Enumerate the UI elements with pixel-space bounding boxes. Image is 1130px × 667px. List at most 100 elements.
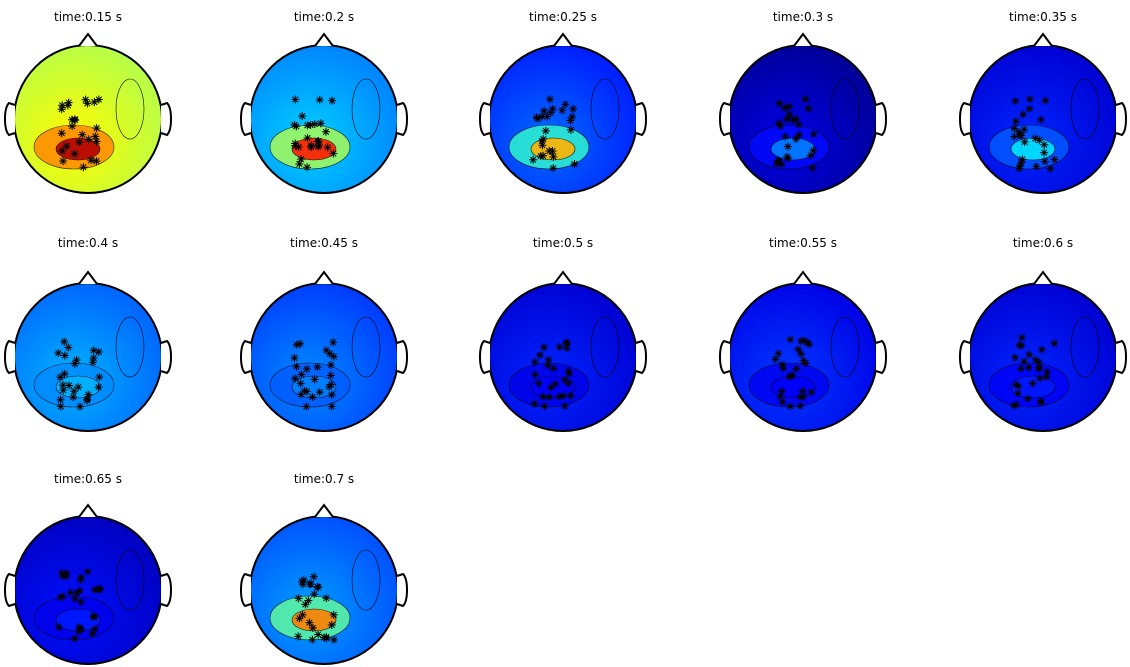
left-ear [239,339,252,375]
electrode-marker [529,155,538,164]
electrode-marker [314,630,323,639]
electrode-marker [304,596,313,605]
topoplot-panel: time:0.2 s [239,10,409,194]
electrode-marker [1016,364,1025,373]
electrode-marker [538,141,547,150]
electrode-markers [54,337,104,411]
electrode-marker [1050,155,1059,164]
topoplot-panel: time:0.5 s [478,236,648,432]
electrode-marker [326,361,335,370]
electrode-marker [74,627,83,636]
topoplot-panel: time:0.7 s [239,472,409,665]
nose [793,32,813,47]
scalp-map-fill [729,45,877,193]
activity-peak [291,137,337,161]
electrode-marker [1036,398,1045,407]
left-ear [958,101,971,137]
electrode-marker [797,336,806,345]
electrode-marker [1020,357,1029,366]
left-ear [3,339,16,375]
electrode-marker [303,163,312,172]
electrode-marker [784,154,793,163]
electrode-marker [786,402,795,411]
electrode-marker [295,614,304,623]
electrode-marker [94,383,103,392]
electrode-marker [545,95,554,104]
electrode-marker [303,121,312,130]
electrode-marker [307,143,316,152]
right-ear [635,339,648,375]
electrode-marker [1011,97,1020,106]
electrode-marker [327,620,336,629]
electrode-marker [305,580,314,589]
electrode-marker [530,357,539,366]
electrode-marker [316,119,325,128]
electrode-marker [79,163,88,172]
nose [1033,32,1053,47]
left-ear [3,101,16,137]
electrode-marker [785,110,794,119]
electrode-marker [1018,155,1027,164]
electrode-marker [60,369,69,378]
electrode-marker [1042,372,1051,381]
electrode-marker [537,137,546,146]
electrode-marker [329,338,338,347]
electrode-marker [54,349,63,358]
contour-line [115,549,145,611]
electrode-marker [805,340,814,349]
electrode-markers [1009,333,1059,410]
electrode-marker [779,364,788,373]
electrode-marker [1017,333,1026,342]
electrode-marker [291,139,300,148]
electrode-marker [323,143,332,152]
electrode-marker [321,127,330,136]
electrode-marker [56,593,65,602]
electrode-marker [566,391,575,400]
panel-title: time:0.4 s [58,236,118,250]
electrode-marker [1017,131,1026,140]
electrode-marker [774,157,783,166]
electrode-marker [807,388,816,397]
electrode-marker [62,142,71,151]
left-ear [718,339,731,375]
electrode-markers [529,95,579,173]
topoplot-panel: time:0.15 s [3,10,173,194]
electrode-marker [778,360,787,369]
electrode-marker [558,106,567,115]
electrode-marker [562,344,571,353]
nose [553,32,573,47]
right-ear [875,339,888,375]
electrode-marker [808,163,817,172]
electrode-marker [70,149,79,158]
electrode-marker [91,132,100,141]
electrode-marker [70,115,79,124]
electrode-marker [302,402,311,411]
electrode-marker [326,371,335,380]
electrode-marker [310,375,319,384]
electrode-marker [1024,363,1033,372]
electrode-marker [308,393,317,402]
electrode-marker [539,343,548,352]
electrode-marker [95,373,104,382]
electrode-marker [1015,340,1024,349]
electrode-marker [1031,355,1040,364]
electrode-marker [298,112,307,121]
electrode-marker [294,594,303,603]
electrode-marker [1032,162,1041,171]
panel-title: time:0.5 s [533,236,593,250]
nose [314,503,334,518]
scalp-map-fill [969,45,1117,193]
electrode-marker [87,156,96,165]
electrode-marker [328,96,337,105]
electrode-marker [57,129,66,138]
nose [1033,270,1053,285]
electrode-marker [81,95,90,104]
electrode-marker [1050,339,1059,348]
topoplot-panel: time:0.35 s [958,10,1128,194]
electrode-marker [776,121,785,130]
electrode-marker [295,159,304,168]
panel-title: time:0.45 s [290,236,358,250]
electrode-marker [1009,401,1018,410]
electrode-marker [294,632,303,641]
